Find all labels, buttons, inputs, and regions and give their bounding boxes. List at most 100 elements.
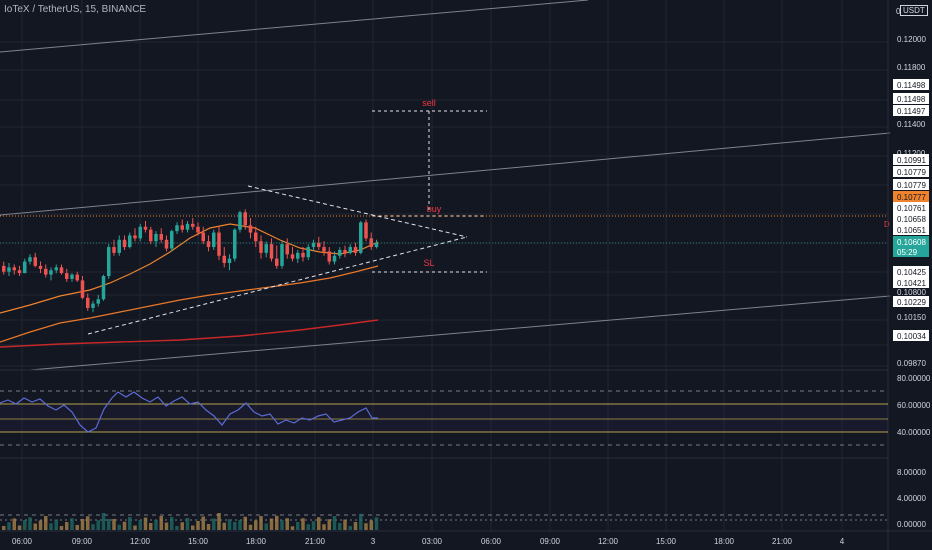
volume-bar [65,522,69,530]
candle [143,220,148,233]
volume-bar [317,517,321,530]
candle [180,219,184,233]
candle-body [322,247,326,252]
candle-body [343,249,347,253]
candle [353,242,358,256]
volume-bar [154,519,158,530]
volume-tick: 8.00000 [897,468,926,477]
volume-bar [180,522,184,530]
volume-bar [75,525,79,530]
price-label: 0.11498 [893,79,929,90]
price-label: 0.10991 [893,154,929,165]
price-label-text: 0.11498 [897,95,926,104]
candle-body [259,241,263,253]
price-label-text: 0.11497 [897,107,926,116]
candle-body [301,252,305,258]
volume-bar [138,520,142,530]
price-label-bg [893,277,929,288]
volume-bar [59,526,64,530]
candle-body [54,267,58,271]
candle [238,210,242,233]
candle-body [206,241,211,248]
volume-bar [28,517,32,530]
time-tick: 12:00 [598,537,619,546]
price-label-text: 0.10608 [897,238,926,247]
price-tick: 0.09870 [897,359,926,368]
candle [222,247,226,268]
candle-body [353,247,358,253]
volume-bar [117,524,121,530]
time-tick: 09:00 [72,537,93,546]
candle-body [212,232,216,248]
price-label-bg [893,236,929,247]
candle [128,232,132,249]
volume-bar [248,524,253,530]
price-tick: 0.11200 [897,149,926,158]
price-label: 0.11497 [893,105,929,116]
candle-body [338,249,342,256]
volume-bar [128,517,132,530]
volume-bar [269,518,274,530]
price-label-bg [893,202,929,213]
volume-bar [238,520,242,530]
symbol-title[interactable]: IoTeX / TetherUS, 15, BINANCE [4,4,147,15]
candle [285,238,289,259]
rsi-tick: 40.00000 [897,428,931,437]
volume-bar [311,521,316,530]
candle-body [159,234,163,240]
candle-body [238,212,242,230]
time-tick: 3 [371,537,376,546]
volume-pane [0,513,888,530]
price-tick: 0.11800 [897,63,926,72]
volume-bar [343,519,347,530]
volume-bar [212,518,216,530]
price-axis[interactable]: 0 0.12000 0.11800 0.11400 0.11200 0.1080… [893,7,929,368]
candle [86,293,90,311]
price-tick: 0.10800 [897,288,926,297]
candle [17,265,22,277]
price-label-bg [893,330,929,341]
currency-button[interactable]: USDT [900,5,928,16]
candle-body [143,226,148,230]
candle-body [70,274,74,279]
volume-bar [159,516,163,530]
volume-bar [254,520,258,530]
time-tick: 4 [840,537,845,546]
candle [170,229,174,252]
volume-bar [91,524,95,530]
candle-body [101,276,106,300]
candle [290,247,295,262]
volume-bar [86,516,90,530]
candle [149,226,153,245]
volume-bar [175,526,179,530]
candle-body [122,239,127,248]
candle-body [196,226,200,233]
trend-lines [0,0,891,371]
volume-bar [217,513,221,530]
volume-bar [133,525,137,530]
time-tick: 15:00 [188,537,209,546]
candle-body [359,222,363,253]
candle [212,229,216,250]
volume-bar [338,523,342,530]
candle-body [149,229,153,242]
candles-layer [2,209,379,313]
price-label-text: 0.10425 [897,268,926,277]
price-label-bg [893,154,929,165]
candle [191,218,195,230]
candle-body [191,223,195,227]
candle-body [332,255,337,262]
price-label-bg [893,296,929,307]
volume-bar [264,523,268,530]
candle [154,231,158,248]
rsi-line [0,391,378,433]
price-label: 0.10421 [893,277,929,288]
candle [243,209,247,230]
volume-bar [201,516,205,530]
candle [280,241,284,269]
volume-bar [275,515,279,530]
time-axis[interactable]: 06:00 09:00 12:00 15:00 18:00 21:00 3 03… [12,537,845,546]
candle-body [33,257,37,266]
candle-body [217,232,221,256]
